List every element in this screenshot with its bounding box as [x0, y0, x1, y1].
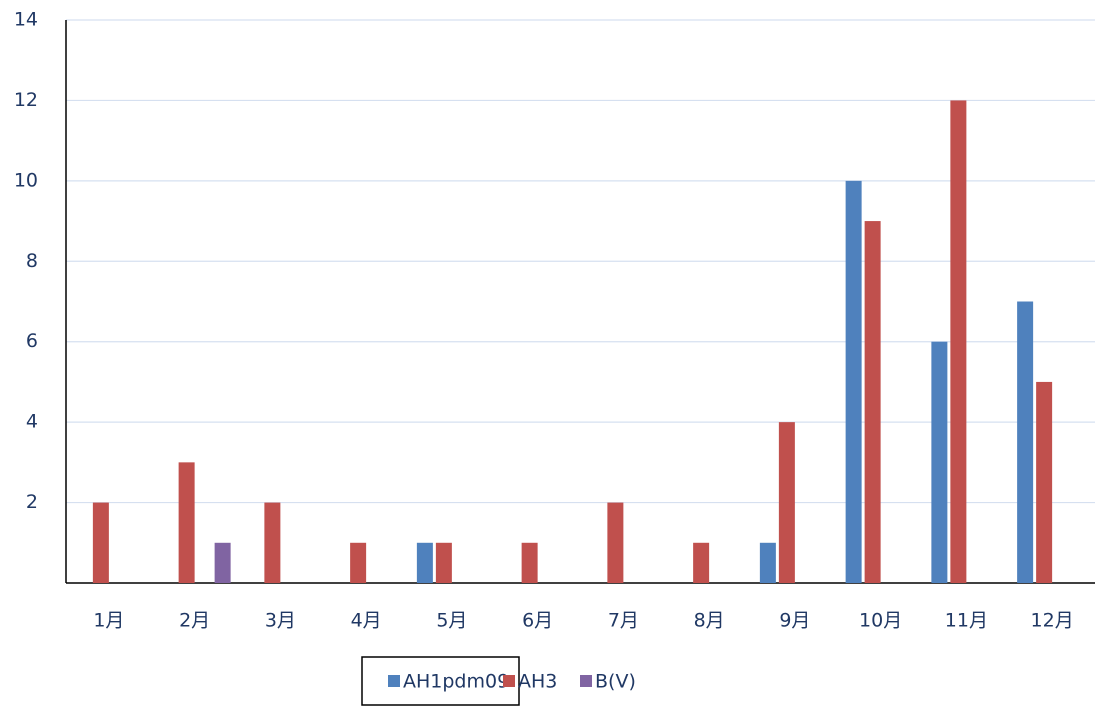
x-tick-label: 5月 — [436, 610, 467, 632]
legend-label: B(V) — [595, 671, 636, 693]
bar — [350, 542, 367, 583]
x-tick-label: 12月 — [1031, 610, 1074, 632]
x-tick-label: 10月 — [859, 610, 902, 632]
x-tick-label: 6月 — [522, 610, 553, 632]
legend-label: AH1pdm09 — [403, 671, 509, 693]
bar — [178, 462, 195, 583]
bar — [264, 502, 281, 583]
x-tick-label: 11月 — [945, 610, 988, 632]
bar — [92, 502, 109, 583]
legend-swatch — [388, 675, 400, 687]
bar — [416, 542, 433, 583]
bar — [845, 180, 862, 583]
y-tick-label: 8 — [26, 250, 38, 272]
y-tick-label: 14 — [14, 9, 38, 31]
y-tick-label: 6 — [26, 330, 38, 352]
bar — [607, 502, 624, 583]
bar — [1036, 381, 1053, 583]
bar — [521, 542, 538, 583]
legend-label: AH3 — [518, 671, 557, 693]
x-tick-label: 4月 — [351, 610, 382, 632]
x-tick-label: 1月 — [93, 610, 124, 632]
x-tick-label: 7月 — [608, 610, 639, 632]
y-tick-label: 12 — [14, 89, 38, 111]
x-tick-label: 2月 — [179, 610, 210, 632]
bar — [759, 542, 776, 583]
legend-swatch — [503, 675, 515, 687]
y-tick-label: 4 — [26, 411, 38, 433]
bar — [435, 542, 452, 583]
y-tick-label: 10 — [14, 169, 38, 191]
legend-swatch — [580, 675, 592, 687]
bar — [778, 422, 795, 583]
y-tick-label: 2 — [26, 491, 38, 513]
bar — [950, 100, 967, 583]
bar — [214, 542, 231, 583]
bar — [693, 542, 710, 583]
x-tick-label: 9月 — [779, 610, 810, 632]
bar — [1017, 301, 1034, 583]
bar — [864, 221, 881, 584]
x-tick-label: 3月 — [265, 610, 296, 632]
x-tick-label: 8月 — [694, 610, 725, 632]
bar — [931, 341, 948, 583]
